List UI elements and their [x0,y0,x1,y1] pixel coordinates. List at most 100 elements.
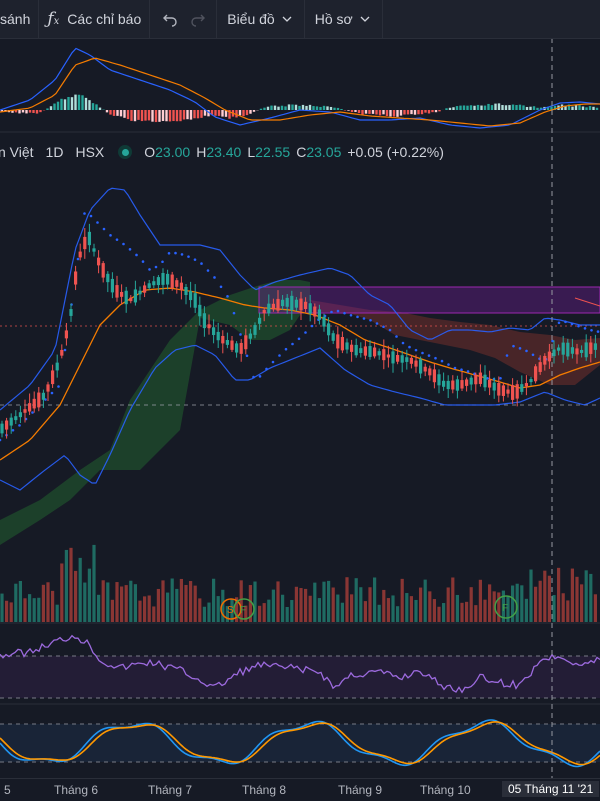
volume-bar [345,577,348,622]
macd-histogram-bar [575,105,577,110]
macd-histogram-bar [449,108,451,110]
volume-bar [295,587,298,622]
time-axis-label: Tháng 6 [54,783,98,797]
volume-bar [184,585,187,622]
volume-bar [166,593,169,622]
candle [575,348,578,354]
volume-bar [322,582,325,622]
sar-dot [155,266,158,269]
sar-dot [551,340,554,343]
volume-bar [212,579,215,622]
volume-bar [46,582,49,622]
time-axis[interactable]: 5 Tháng 6 Tháng 7 Tháng 8 Tháng 9 Tháng … [0,778,600,801]
sar-dot [129,248,132,251]
macd-histogram-bar [277,107,279,110]
volume-bar [539,581,542,622]
compare-button[interactable]: sánh [0,0,38,38]
sar-dot [161,260,164,263]
sar-dot [577,325,580,328]
volume-bar [456,595,459,622]
volume-bar [364,601,367,622]
macd-histogram-bar [169,110,171,121]
sar-dot [207,269,210,272]
time-axis-label: 5 [4,783,11,797]
profile-menu-button[interactable]: Hồ sơ [305,0,382,38]
candle [585,342,588,357]
undo-button[interactable] [150,0,184,38]
volume-bar [552,595,555,622]
candle [42,393,45,400]
macd-histogram-bar [379,110,381,115]
sar-dot [142,260,145,263]
candle [580,350,583,353]
volume-bar [437,607,440,622]
candle [419,359,422,373]
sar-dot [90,215,93,218]
macd-pane [0,49,600,129]
macd-histogram-bar [158,110,160,122]
volume-bar [483,600,486,622]
sar-dot [278,354,281,357]
volume-bar [470,587,473,622]
candle [387,355,390,358]
redo-button[interactable] [184,0,216,38]
macd-histogram-bar [578,105,580,110]
candle [304,302,307,309]
sar-dot [447,363,450,366]
volume-bar [368,587,371,622]
market-status-icon[interactable] [118,145,132,159]
sar-dot [421,352,424,355]
candle [88,232,91,245]
chevron-down-icon [360,16,370,22]
candle [33,399,36,409]
macd-histogram-bar [246,110,248,115]
candle [235,343,238,352]
macd-histogram-bar [36,110,38,114]
candle [198,305,201,316]
macd-histogram-bar [365,110,367,114]
macd-histogram-bar [18,110,20,113]
macd-histogram-bar [179,110,181,121]
volume-bar [125,585,128,622]
candle [341,337,344,350]
candle [322,317,325,327]
sar-dot [506,354,509,357]
macd-histogram-bar [347,110,349,111]
macd-histogram-bar [214,110,216,116]
volume-bar [79,558,82,622]
macd-histogram-bar [60,99,62,110]
volume-bar [465,602,468,622]
macd-histogram-bar [263,108,265,110]
candle [111,279,114,292]
candle [106,274,109,282]
candle [562,343,565,355]
indicators-button[interactable]: ƒx Các chỉ báo [39,0,149,38]
volume-bar [111,600,114,622]
volume-bar [341,603,344,622]
candle [465,379,468,385]
candle [474,375,477,385]
volume-bar [525,599,528,622]
candle [309,303,312,313]
candle [102,263,105,277]
volume-bar [281,595,284,622]
macd-histogram-bar [337,108,339,110]
candle [401,355,404,362]
volume-bar [134,584,137,622]
candle [19,412,22,417]
macd-histogram-bar [438,110,440,111]
macd-histogram-bar [522,105,524,110]
macd-histogram-bar [421,110,423,114]
candle [382,349,385,360]
volume-bar [424,580,427,622]
interval-label[interactable]: 1D [46,144,64,160]
macd-histogram-bar [354,110,356,112]
macd-histogram-bar [197,110,199,118]
volume-bar [488,584,491,622]
sar-dot [460,368,463,371]
chart-menu-button[interactable]: Biểu đồ [217,0,303,38]
symbol-name[interactable]: n Việt [0,144,34,160]
volume-bar [120,587,123,622]
macd-histogram-bar [316,106,318,110]
